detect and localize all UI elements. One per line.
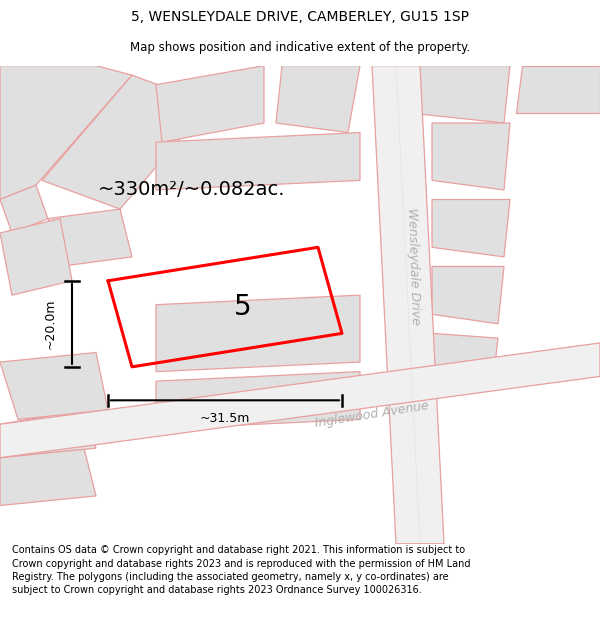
Polygon shape — [516, 66, 600, 114]
Polygon shape — [156, 295, 360, 372]
Text: Contains OS data © Crown copyright and database right 2021. This information is : Contains OS data © Crown copyright and d… — [12, 546, 470, 595]
Polygon shape — [0, 352, 108, 419]
Polygon shape — [0, 66, 132, 199]
Polygon shape — [156, 132, 360, 190]
Text: ~330m²/~0.082ac.: ~330m²/~0.082ac. — [98, 181, 286, 199]
Polygon shape — [432, 199, 510, 257]
Text: Map shows position and indicative extent of the property.: Map shows position and indicative extent… — [130, 41, 470, 54]
Text: Wensleydale Drive: Wensleydale Drive — [406, 208, 422, 325]
Polygon shape — [0, 219, 72, 295]
Polygon shape — [432, 123, 510, 190]
Polygon shape — [414, 66, 510, 123]
Polygon shape — [0, 343, 600, 457]
Text: Inglewood Avenue: Inglewood Avenue — [314, 399, 430, 430]
Polygon shape — [48, 209, 132, 266]
Polygon shape — [372, 66, 444, 544]
Polygon shape — [0, 185, 48, 233]
Polygon shape — [42, 75, 210, 209]
Text: 5, WENSLEYDALE DRIVE, CAMBERLEY, GU15 1SP: 5, WENSLEYDALE DRIVE, CAMBERLEY, GU15 1S… — [131, 10, 469, 24]
Polygon shape — [0, 410, 96, 458]
Polygon shape — [432, 333, 498, 391]
Text: ~20.0m: ~20.0m — [44, 299, 57, 349]
Text: 5: 5 — [234, 293, 252, 321]
Polygon shape — [0, 448, 96, 506]
Polygon shape — [156, 66, 264, 142]
Polygon shape — [156, 372, 360, 429]
Text: ~31.5m: ~31.5m — [200, 412, 250, 425]
Polygon shape — [276, 66, 360, 132]
Polygon shape — [432, 266, 504, 324]
